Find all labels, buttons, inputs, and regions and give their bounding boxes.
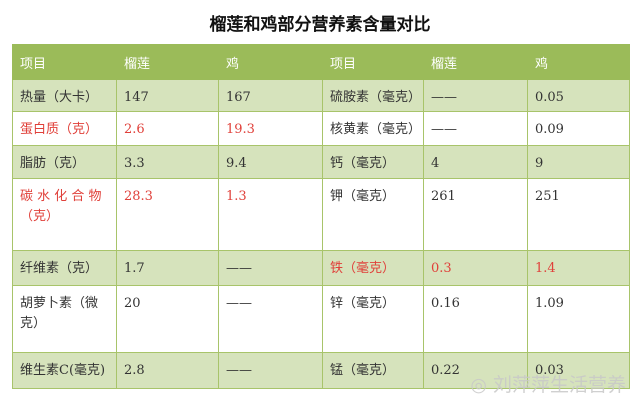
- table-cell: 0.03: [527, 352, 630, 389]
- table-cell: 9: [527, 145, 630, 179]
- header-cell: 项目: [12, 44, 117, 80]
- table-cell: 167: [218, 79, 323, 112]
- table-cell: ——: [218, 250, 323, 286]
- table-cell: 28.3: [116, 178, 219, 251]
- table-cell: ——: [423, 111, 528, 146]
- table-cell: 1.09: [527, 285, 630, 353]
- table-cell: 硫胺素（毫克）: [322, 79, 424, 112]
- table-cell: 铁（毫克）: [322, 250, 424, 286]
- table-cell: 2.6: [116, 111, 219, 146]
- table-cell: 0.09: [527, 111, 630, 146]
- table-cell: ——: [423, 79, 528, 112]
- table-cell: 纤维素（克）: [12, 250, 117, 286]
- table-row: 脂肪（克） 3.3 9.4 钙（毫克） 4 9: [12, 145, 630, 179]
- table-row: 碳 水 化 合 物（克） 28.3 1.3 钾（毫克） 261 251: [12, 178, 630, 251]
- table-cell: 锰（毫克）: [322, 352, 424, 389]
- wechat-icon: ◎: [470, 374, 493, 396]
- table-cell: 锌（毫克）: [322, 285, 424, 353]
- table-row: 热量（大卡） 147 167 硫胺素（毫克） —— 0.05: [12, 79, 630, 112]
- table-cell: 胡萝卜素（微克）: [12, 285, 117, 353]
- table-cell: ——: [218, 352, 323, 389]
- table-cell: 0.05: [527, 79, 630, 112]
- header-cell: 项目: [322, 44, 424, 80]
- table-cell: 脂肪（克）: [12, 145, 117, 179]
- table-cell: 维生素C(毫克): [12, 352, 117, 389]
- table-row: 维生素C(毫克) 2.8 —— 锰（毫克） 0.22 0.03: [12, 352, 630, 389]
- table-row: 胡萝卜素（微克） 20 —— 锌（毫克） 0.16 1.09: [12, 285, 630, 353]
- table-row: 纤维素（克） 1.7 —— 铁（毫克） 0.3 1.4: [12, 250, 630, 286]
- watermark: ◎ 刘萍萍生活营养: [470, 370, 626, 397]
- table-cell: 钾（毫克）: [322, 178, 424, 251]
- table-cell: 4: [423, 145, 528, 179]
- table-cell: 碳 水 化 合 物（克）: [12, 178, 117, 251]
- table-cell: 1.3: [218, 178, 323, 251]
- watermark-text: 刘萍萍生活营养: [492, 374, 626, 396]
- table-cell: 1.7: [116, 250, 219, 286]
- table-cell: 0.16: [423, 285, 528, 353]
- table-cell: 热量（大卡）: [12, 79, 117, 112]
- table-row: 蛋白质（克） 2.6 19.3 核黄素（毫克） —— 0.09: [12, 111, 630, 146]
- table-cell: 蛋白质（克）: [12, 111, 117, 146]
- table-cell: 3.3: [116, 145, 219, 179]
- table-cell: 0.3: [423, 250, 528, 286]
- table-cell: ——: [218, 285, 323, 353]
- table-cell: 2.8: [116, 352, 219, 389]
- table-cell: 251: [527, 178, 630, 251]
- table-cell: 钙（毫克）: [322, 145, 424, 179]
- header-cell: 榴莲: [423, 44, 528, 80]
- table-cell: 核黄素（毫克）: [322, 111, 424, 146]
- header-row: 项目 榴莲 鸡 项目 榴莲 鸡: [12, 44, 630, 80]
- header-cell: 鸡: [218, 44, 323, 80]
- nutrition-table: 项目 榴莲 鸡 项目 榴莲 鸡 热量（大卡） 147 167 硫胺素（毫克） —— 0.0…: [12, 44, 630, 389]
- table-cell: 0.22: [423, 352, 528, 389]
- table-cell: 20: [116, 285, 219, 353]
- table-cell: 261: [423, 178, 528, 251]
- table-title: 榴莲和鸡部分营养素含量对比: [209, 15, 431, 35]
- header-cell: 鸡: [527, 44, 630, 80]
- table-cell: 19.3: [218, 111, 323, 146]
- table-cell: 1.4: [527, 250, 630, 286]
- table-cell: 147: [116, 79, 219, 112]
- header-cell: 榴莲: [116, 44, 219, 80]
- table-cell: 9.4: [218, 145, 323, 179]
